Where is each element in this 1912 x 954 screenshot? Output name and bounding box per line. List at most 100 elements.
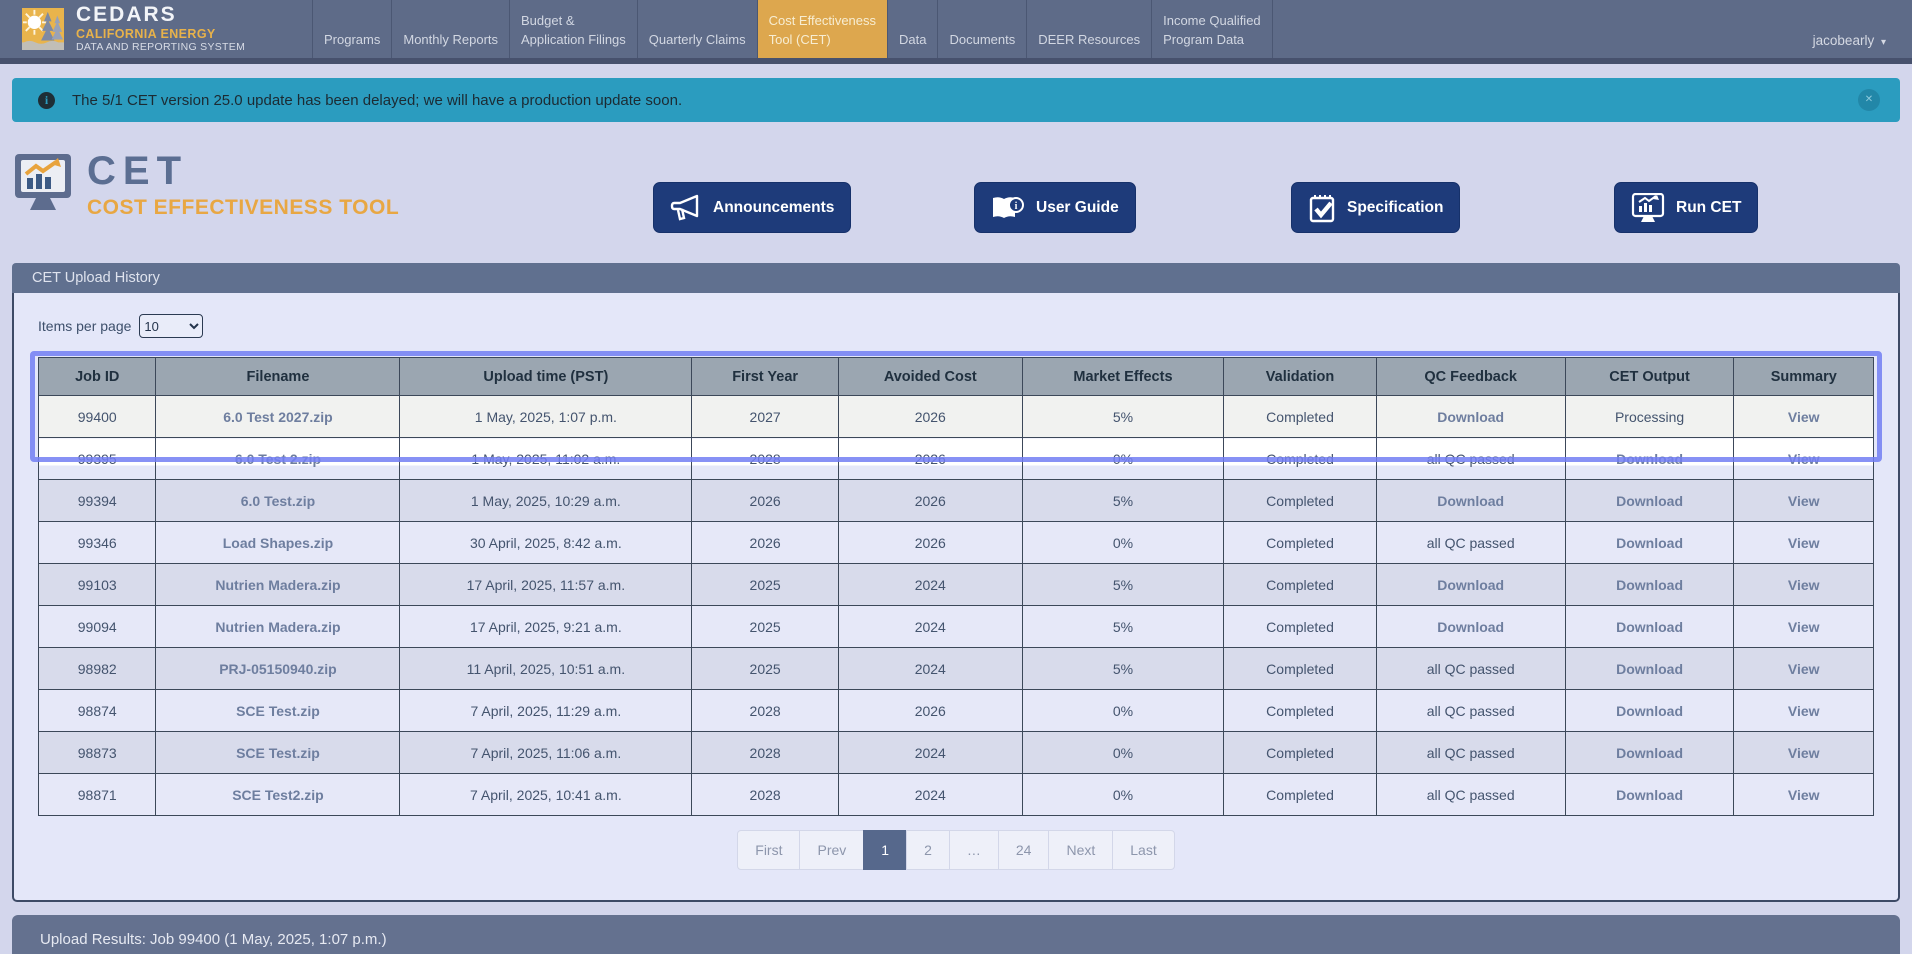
specification-button[interactable]: Specification [1291,182,1461,233]
table-body: 99400 6.0 Test 2027.zip 1 May, 2025, 1:07 … [37,395,1874,816]
summary-link[interactable]: View [1787,576,1820,593]
cet-output-link[interactable]: Download [1616,450,1684,467]
cell-qc-feedback: all QC passed [1375,731,1566,774]
cell-validation: Completed [1223,479,1377,522]
page-button-last[interactable]: Last [1112,830,1175,870]
items-per-page-select[interactable]: 10 [139,314,204,338]
svg-text:i: i [1015,201,1018,212]
cell-avoided-cost: 2024 [838,605,1023,648]
alert-text: The 5/1 CET version 25.0 update has been… [72,91,683,109]
cet-logo: CET COST EFFECTIVENESS TOOL [12,151,399,220]
hero-button-label: Run CET [1676,198,1742,216]
table-row: 99400 6.0 Test 2027.zip 1 May, 2025, 1:07 … [37,395,1874,438]
summary-link[interactable]: View [1787,408,1820,425]
cell-market-effects: 5% [1021,395,1225,438]
user-menu[interactable]: jacobearly ▾ [1813,33,1912,58]
nav-item-documents[interactable]: Documents [937,0,1026,58]
cell-qc-feedback: Download [1375,563,1566,606]
cell-market-effects: 0% [1021,437,1225,480]
username: jacobearly [1812,33,1875,48]
qc-feedback-link[interactable]: Download [1437,492,1505,509]
close-icon[interactable]: ✕ [1858,89,1880,111]
cedars-logo[interactable]: CEDARS CALIFORNIA ENERGY DATA AND REPORT… [0,0,312,58]
cell-summary: View [1733,647,1874,690]
nav-item-deer-resources[interactable]: DEER Resources [1026,0,1151,58]
summary-link[interactable]: View [1787,702,1820,719]
cell-summary: View [1733,605,1874,648]
page-button-1[interactable]: 1 [863,830,908,870]
cell-first-year: 2028 [691,731,840,774]
cell-cet-output: Processing [1564,395,1735,438]
announcements-button[interactable]: Announcements [653,182,852,233]
qc-feedback-link[interactable]: Download [1437,618,1505,635]
cell-market-effects: 0% [1021,521,1225,564]
cet-output-link[interactable]: Download [1616,492,1684,509]
cell-filename: SCE Test2.zip [155,773,401,816]
filename-link[interactable]: 6.0 Test 2.zip [234,450,322,467]
run-cet-button[interactable]: Run CET [1614,182,1759,233]
cet-output-link[interactable]: Download [1616,534,1684,551]
cet-output-link[interactable]: Download [1616,702,1684,719]
cell-job-id: 98874 [37,689,157,732]
table-header-row: Job ID Filename Upload time (PST) First Yea… [37,357,1874,396]
qc-feedback-link[interactable]: Download [1437,576,1505,593]
nav-item-programs[interactable]: Programs [312,0,391,58]
cet-output-link[interactable]: Download [1616,744,1684,761]
filename-link[interactable]: 6.0 Test 2027.zip [223,408,333,425]
cell-summary: View [1733,437,1874,480]
cell-filename: Nutrien Madera.zip [155,563,401,606]
summary-link[interactable]: View [1787,618,1820,635]
page-button-next[interactable]: Next [1048,830,1114,870]
filename-link[interactable]: Load Shapes.zip [222,534,334,551]
page-button-first[interactable]: First [737,830,801,870]
cell-upload-time: 7 April, 2025, 10:41 a.m. [399,773,693,816]
cet-output-link[interactable]: Download [1616,618,1684,635]
page-button-prev[interactable]: Prev [799,830,865,870]
cet-output-link[interactable]: Download [1616,660,1684,677]
cell-first-year: 2026 [691,479,840,522]
main-nav: Programs Monthly Reports Budget & Applicat… [312,0,1273,58]
cell-avoided-cost: 2024 [838,731,1023,774]
filename-link[interactable]: SCE Test2.zip [232,786,324,803]
filename-link[interactable]: Nutrien Madera.zip [215,618,341,635]
cell-first-year: 2028 [691,437,840,480]
nav-item-income-qualified-program-data[interactable]: Income Qualified Program Data [1151,0,1273,58]
cell-filename: Nutrien Madera.zip [155,605,401,648]
nav-item-monthly-reports[interactable]: Monthly Reports [391,0,509,58]
filename-link[interactable]: 6.0 Test.zip [240,492,316,509]
cell-avoided-cost: 2026 [838,479,1023,522]
page-button-24[interactable]: 24 [997,830,1050,870]
qc-feedback-link[interactable]: Download [1437,408,1505,425]
page-button--[interactable]: … [948,830,999,870]
filename-link[interactable]: SCE Test.zip [236,744,320,761]
cell-cet-output: Download [1564,605,1735,648]
user-guide-button[interactable]: i User Guide [974,182,1136,233]
summary-link[interactable]: View [1787,786,1820,803]
cell-filename: 6.0 Test 2027.zip [155,395,401,438]
summary-link[interactable]: View [1787,744,1820,761]
summary-link[interactable]: View [1787,450,1820,467]
filename-link[interactable]: Nutrien Madera.zip [215,576,341,593]
cell-job-id: 99394 [37,479,157,522]
table-row: 99394 6.0 Test.zip 1 May, 2025, 10:29 a.m.… [37,479,1874,522]
nav-item-data[interactable]: Data [887,0,937,58]
summary-link[interactable]: View [1787,534,1820,551]
filename-link[interactable]: PRJ-05150940.zip [219,660,337,677]
monitor-chart-icon [1631,192,1665,223]
summary-link[interactable]: View [1787,660,1820,677]
cell-job-id: 99395 [37,437,157,480]
cell-filename: 6.0 Test 2.zip [155,437,401,480]
nav-item-budget-application-filings[interactable]: Budget & Application Filings [509,0,637,58]
cell-filename: SCE Test.zip [155,731,401,774]
nav-item-quarterly-claims[interactable]: Quarterly Claims [636,0,757,58]
cell-market-effects: 0% [1021,773,1225,816]
nav-item-cost-effectiveness-tool-cet[interactable]: Cost Effectiveness Tool (CET) [756,0,888,58]
upload-results-header: Upload Results: Job 99400 (1 May, 2025, … [12,915,1900,954]
cet-output-link[interactable]: Download [1616,786,1684,803]
page-button-2[interactable]: 2 [906,830,950,870]
cell-validation: Completed [1223,563,1377,606]
summary-link[interactable]: View [1787,492,1820,509]
cet-output-link[interactable]: Download [1616,576,1684,593]
cell-qc-feedback: all QC passed [1375,689,1566,732]
filename-link[interactable]: SCE Test.zip [236,702,320,719]
